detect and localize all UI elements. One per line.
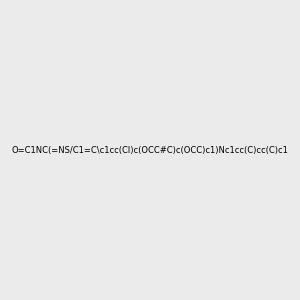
Text: O=C1NC(=NS/C1=C\c1cc(Cl)c(OCC#C)c(OCC)c1)Nc1cc(C)cc(C)c1: O=C1NC(=NS/C1=C\c1cc(Cl)c(OCC#C)c(OCC)c1… — [12, 146, 288, 154]
